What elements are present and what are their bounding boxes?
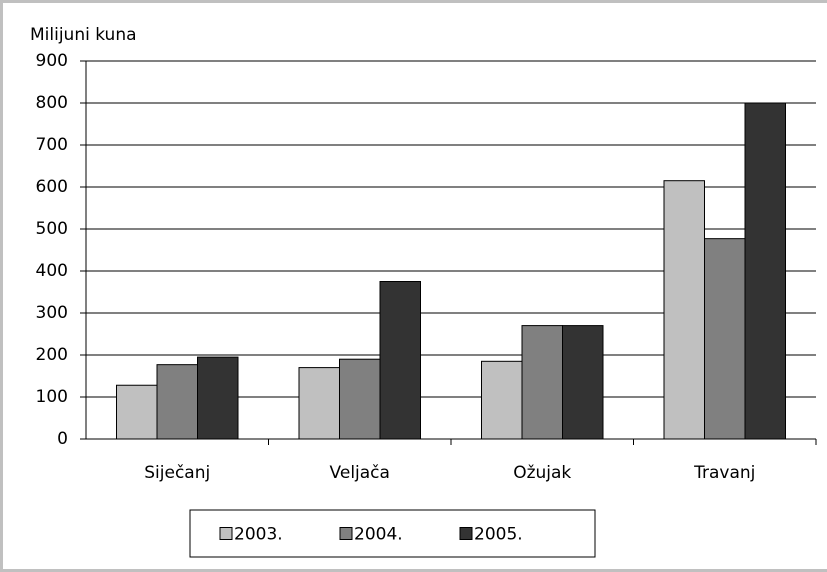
y-tick-label: 500	[36, 219, 68, 239]
y-tick-label: 600	[36, 177, 68, 197]
legend-label: 2004.	[354, 525, 403, 545]
x-tick-label: Siječanj	[144, 463, 210, 483]
bar	[116, 384, 158, 440]
x-tick-label: Travanj	[693, 463, 755, 483]
bar	[156, 364, 198, 440]
legend-label: 2005.	[474, 525, 523, 545]
legend-label: 2003.	[234, 525, 283, 545]
bar	[379, 281, 421, 440]
y-tick-label: 700	[36, 135, 68, 155]
x-tick-label: Ožujak	[513, 463, 571, 483]
y-tick-label: 200	[36, 345, 68, 365]
y-tick-label: 300	[36, 303, 68, 323]
x-tick-label: Veljača	[330, 463, 390, 483]
bar	[339, 358, 381, 440]
bar	[521, 325, 563, 440]
legend-box	[189, 509, 596, 558]
y-tick-label: 400	[36, 261, 68, 281]
y-tick-label: 800	[36, 93, 68, 113]
legend-swatch	[339, 527, 353, 540]
y-tick-label: 100	[36, 387, 68, 407]
y-axis-label: Milijuni kuna	[30, 25, 137, 45]
bar	[704, 238, 746, 440]
legend-swatch	[459, 527, 473, 540]
y-tick-label: 900	[36, 51, 68, 71]
y-tick-label: 0	[57, 429, 68, 449]
bar	[744, 102, 786, 440]
legend-swatch	[219, 527, 233, 540]
bar	[663, 180, 705, 440]
bar	[481, 360, 523, 440]
bar	[197, 356, 239, 440]
bar	[562, 325, 604, 440]
bar	[298, 367, 340, 440]
